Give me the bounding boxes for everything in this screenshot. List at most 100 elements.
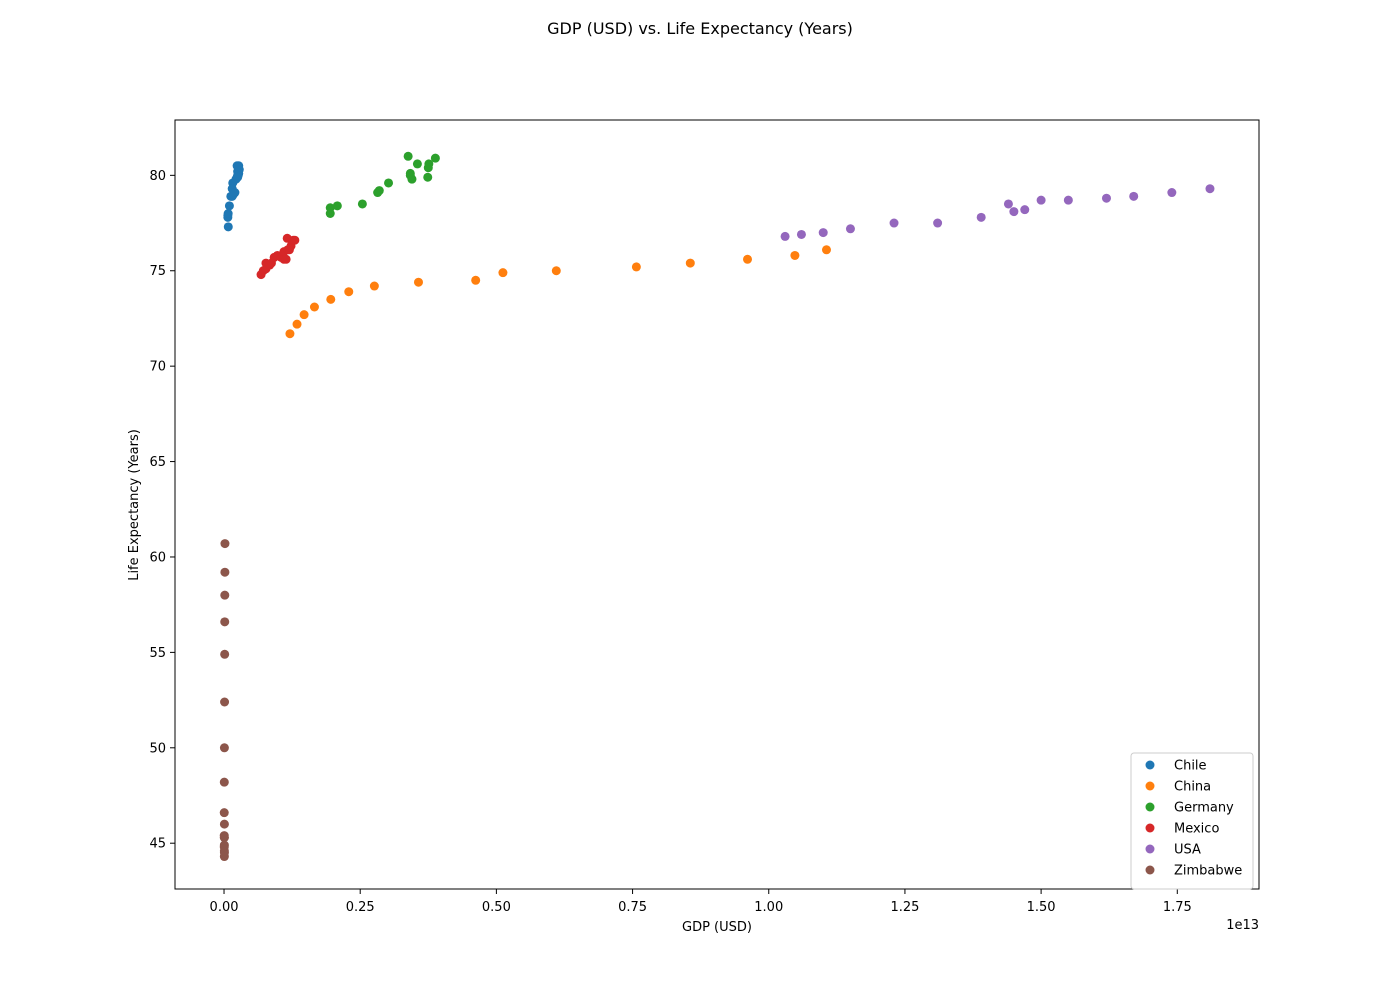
data-point (230, 188, 240, 198)
data-point (220, 617, 230, 627)
axes-frame (174, 119, 1260, 890)
legend-label: Chile (1174, 759, 1207, 774)
data-point (220, 567, 230, 577)
legend-box (1130, 752, 1254, 890)
data-point (413, 277, 423, 287)
data-point (220, 590, 230, 600)
data-point (309, 302, 319, 312)
data-point (933, 218, 943, 228)
data-point (818, 228, 828, 238)
legend-marker (1145, 760, 1155, 770)
data-point (1101, 193, 1111, 203)
chart-title: GDP (USD) vs. Life Expectancy (Years) (547, 19, 853, 38)
data-point (821, 245, 831, 255)
data-point (232, 161, 242, 171)
series-china (285, 245, 831, 339)
legend-marker (1145, 844, 1155, 854)
legend: Chile China Germany Mexico USA Zimbabwe (1130, 752, 1254, 890)
data-point (220, 539, 230, 549)
legend-marker (1145, 865, 1155, 875)
legend-label: Germany (1174, 801, 1234, 816)
data-point (424, 159, 434, 169)
series-germany (325, 151, 440, 219)
x-axis-label: GDP (USD) (682, 920, 752, 935)
y-tick-label: 50 (149, 741, 166, 756)
data-point (384, 178, 394, 188)
data-point (326, 294, 336, 304)
data-point (223, 222, 233, 232)
data-point (219, 842, 229, 852)
data-point (224, 201, 234, 211)
data-point (976, 212, 986, 222)
data-point (780, 231, 790, 241)
data-point (219, 743, 229, 753)
data-point (1036, 195, 1046, 205)
data-point (332, 201, 342, 211)
data-point (1129, 191, 1139, 201)
x-tick-label: 0.50 (482, 900, 511, 915)
data-point (551, 266, 561, 276)
data-point (219, 819, 229, 829)
data-point (790, 250, 800, 260)
data-point (357, 199, 367, 209)
y-tick-label: 60 (149, 550, 166, 565)
y-tick-label: 80 (149, 169, 166, 184)
data-point (285, 329, 295, 339)
x-tick-label: 1.00 (754, 900, 783, 915)
data-point (374, 186, 384, 196)
x-tick-label: 0.75 (618, 900, 647, 915)
series-usa (780, 184, 1215, 241)
x-axis: 0.00 0.25 0.50 0.75 1.00 1.25 1.50 1.75 (210, 889, 1192, 915)
data-point (219, 831, 229, 841)
y-tick-label: 70 (149, 360, 166, 375)
data-point (1009, 207, 1019, 217)
data-point (796, 229, 806, 239)
data-points (219, 151, 1215, 862)
data-point (369, 281, 379, 291)
legend-label: Mexico (1174, 822, 1219, 837)
legend-label: Zimbabwe (1174, 864, 1242, 879)
data-point (223, 209, 233, 219)
data-point (1003, 199, 1013, 209)
data-point (498, 268, 508, 278)
legend-label: China (1174, 780, 1211, 795)
x-axis-offset-label: 1e13 (1226, 918, 1259, 933)
x-tick-label: 1.50 (1027, 900, 1056, 915)
x-tick-label: 1.75 (1163, 900, 1192, 915)
x-tick-label: 0.25 (346, 900, 375, 915)
series-chile (223, 161, 244, 232)
y-axis: 45 50 55 60 65 70 75 80 (149, 169, 175, 852)
legend-label: USA (1174, 843, 1201, 858)
y-tick-label: 75 (149, 264, 166, 279)
data-point (292, 319, 302, 329)
data-point (220, 649, 230, 659)
data-point (412, 159, 422, 169)
data-point (290, 235, 300, 245)
y-axis-label: Life Expectancy (Years) (127, 429, 142, 581)
data-point (299, 310, 309, 320)
x-tick-label: 1.25 (890, 900, 919, 915)
data-point (743, 254, 753, 264)
legend-marker (1145, 802, 1155, 812)
data-point (1205, 184, 1215, 194)
data-point (344, 287, 354, 297)
data-point (631, 262, 641, 272)
data-point (220, 697, 230, 707)
y-tick-label: 55 (149, 646, 166, 661)
data-point (1167, 188, 1177, 198)
data-point (685, 258, 695, 268)
data-point (325, 203, 335, 213)
data-point (219, 808, 229, 818)
data-point (471, 275, 481, 285)
data-point (281, 254, 291, 264)
series-zimbabwe (219, 539, 230, 862)
data-point (430, 153, 440, 163)
x-tick-label: 0.00 (210, 900, 239, 915)
data-point (423, 172, 433, 182)
data-point (219, 777, 229, 787)
legend-marker (1145, 823, 1155, 833)
y-tick-label: 45 (149, 837, 166, 852)
data-point (889, 218, 899, 228)
data-point (1020, 205, 1030, 215)
